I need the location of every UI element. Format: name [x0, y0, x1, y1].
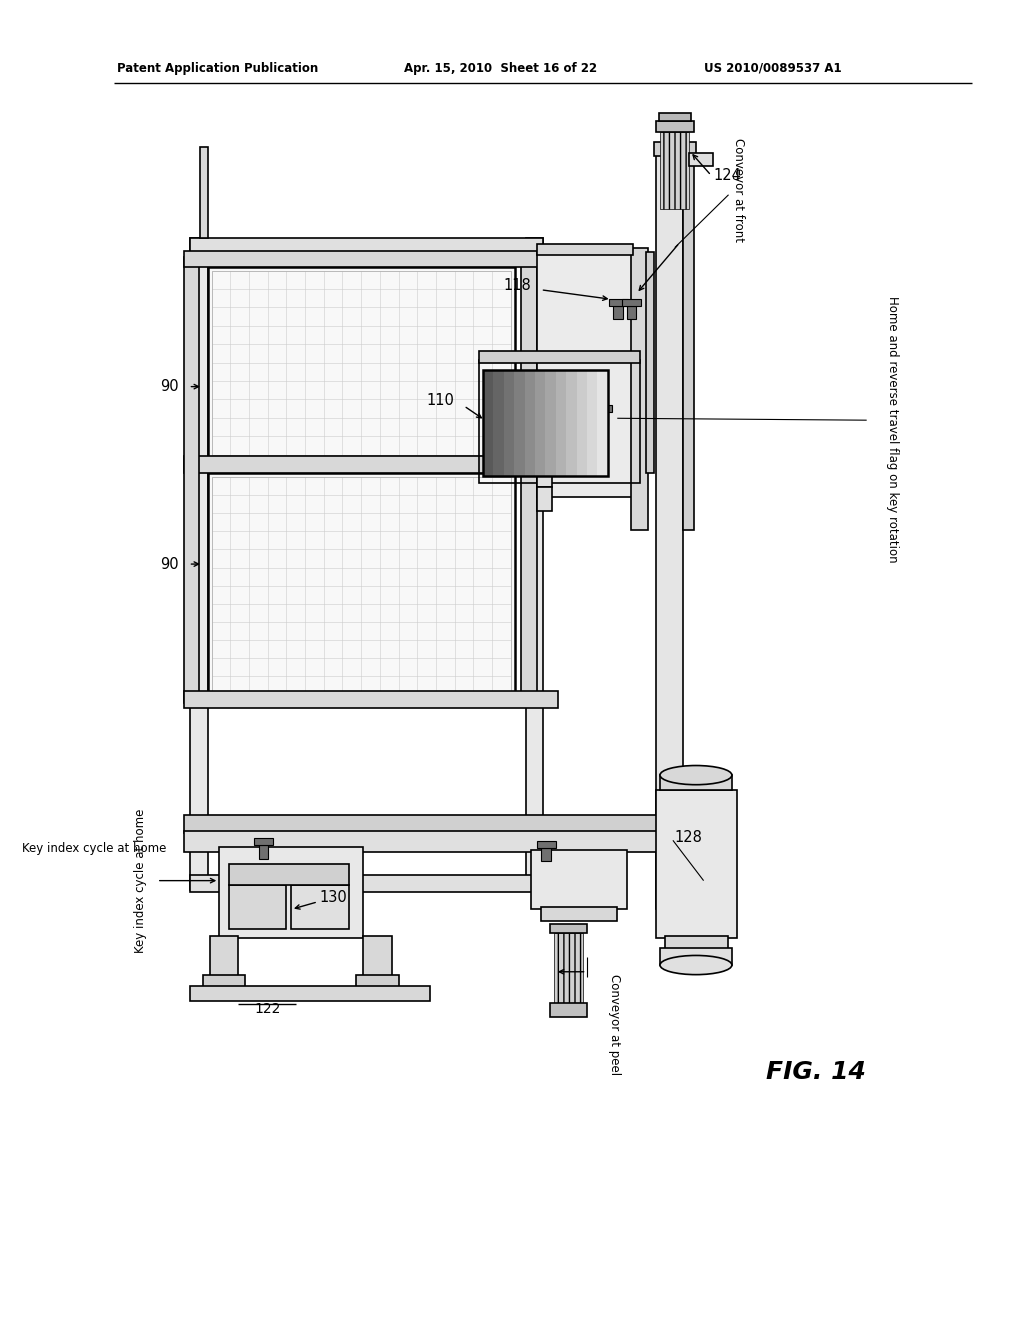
Bar — [526, 238, 544, 890]
Text: US 2010/0089537 A1: US 2010/0089537 A1 — [703, 62, 842, 75]
Text: FIG. 14: FIG. 14 — [766, 1060, 866, 1085]
Text: 90: 90 — [161, 557, 179, 572]
Text: Key index cycle at home: Key index cycle at home — [23, 842, 167, 855]
Bar — [228, 886, 287, 928]
Text: 130: 130 — [319, 891, 348, 906]
Ellipse shape — [659, 956, 732, 974]
Bar — [219, 847, 364, 939]
Bar — [608, 300, 628, 306]
Text: Key index cycle at home: Key index cycle at home — [134, 808, 147, 953]
Text: Home and reverse travel flag on key rotation: Home and reverse travel flag on key rota… — [886, 297, 899, 564]
Bar — [587, 371, 598, 475]
Bar — [212, 477, 511, 694]
Ellipse shape — [659, 766, 732, 784]
Bar — [190, 986, 430, 1002]
Bar — [183, 816, 692, 833]
Bar — [479, 351, 640, 363]
Bar — [646, 252, 653, 473]
Bar — [593, 405, 612, 412]
Bar — [683, 156, 694, 531]
Bar — [537, 841, 556, 847]
Bar — [541, 907, 617, 921]
Bar — [183, 690, 558, 708]
Bar — [183, 830, 692, 851]
Bar — [183, 251, 558, 267]
Bar — [504, 371, 515, 475]
Bar — [483, 371, 607, 475]
Text: 118: 118 — [503, 279, 530, 293]
Bar — [364, 936, 392, 977]
Bar — [203, 974, 245, 989]
Bar — [200, 147, 208, 238]
Bar — [550, 924, 587, 933]
Bar — [537, 252, 633, 496]
Text: Apr. 15, 2010  Sheet 16 of 22: Apr. 15, 2010 Sheet 16 of 22 — [404, 62, 597, 75]
Text: 124: 124 — [713, 168, 741, 183]
Bar — [212, 271, 511, 454]
Bar — [689, 153, 713, 166]
Bar — [208, 473, 515, 698]
Bar — [356, 974, 398, 989]
Bar — [546, 371, 556, 475]
Bar — [483, 371, 494, 475]
Bar — [210, 936, 239, 977]
Bar — [655, 789, 737, 939]
Bar — [556, 371, 566, 475]
Bar — [537, 487, 552, 511]
Bar — [580, 405, 599, 412]
Bar — [585, 412, 594, 425]
Bar — [254, 838, 273, 845]
Text: 110: 110 — [426, 393, 455, 408]
Bar — [535, 371, 546, 475]
Text: Conveyor at front: Conveyor at front — [732, 139, 745, 242]
Bar — [258, 845, 268, 858]
Text: 122: 122 — [254, 1002, 281, 1016]
Bar — [660, 775, 732, 789]
Text: Conveyor at peel: Conveyor at peel — [607, 974, 621, 1074]
Bar — [658, 114, 691, 121]
Bar — [183, 257, 199, 704]
Bar — [291, 886, 349, 928]
Bar — [655, 152, 683, 909]
Bar — [542, 847, 551, 862]
Bar — [653, 143, 696, 156]
Bar — [537, 244, 633, 255]
Bar — [190, 875, 544, 892]
Bar — [228, 865, 349, 886]
Bar — [208, 267, 515, 458]
Text: 90: 90 — [161, 379, 179, 395]
Bar — [537, 463, 552, 487]
Bar — [566, 371, 577, 475]
Bar — [479, 360, 640, 483]
Bar — [666, 936, 728, 949]
Bar — [597, 371, 608, 475]
Bar — [655, 121, 694, 132]
Bar — [190, 238, 208, 890]
Bar — [660, 132, 689, 209]
Bar — [660, 948, 732, 965]
Bar — [577, 371, 588, 475]
Bar — [494, 371, 504, 475]
Bar — [524, 371, 536, 475]
Bar — [530, 850, 627, 909]
Bar — [598, 412, 607, 425]
Bar — [627, 306, 637, 319]
Bar — [550, 1003, 587, 1016]
Bar — [521, 257, 537, 704]
Bar — [631, 248, 648, 531]
Bar — [514, 371, 525, 475]
Bar — [554, 933, 583, 1006]
Bar — [622, 300, 641, 306]
Text: 128: 128 — [675, 830, 702, 845]
Bar — [190, 238, 544, 255]
Text: Patent Application Publication: Patent Application Publication — [117, 62, 317, 75]
Bar — [183, 455, 558, 473]
Bar — [613, 306, 623, 319]
